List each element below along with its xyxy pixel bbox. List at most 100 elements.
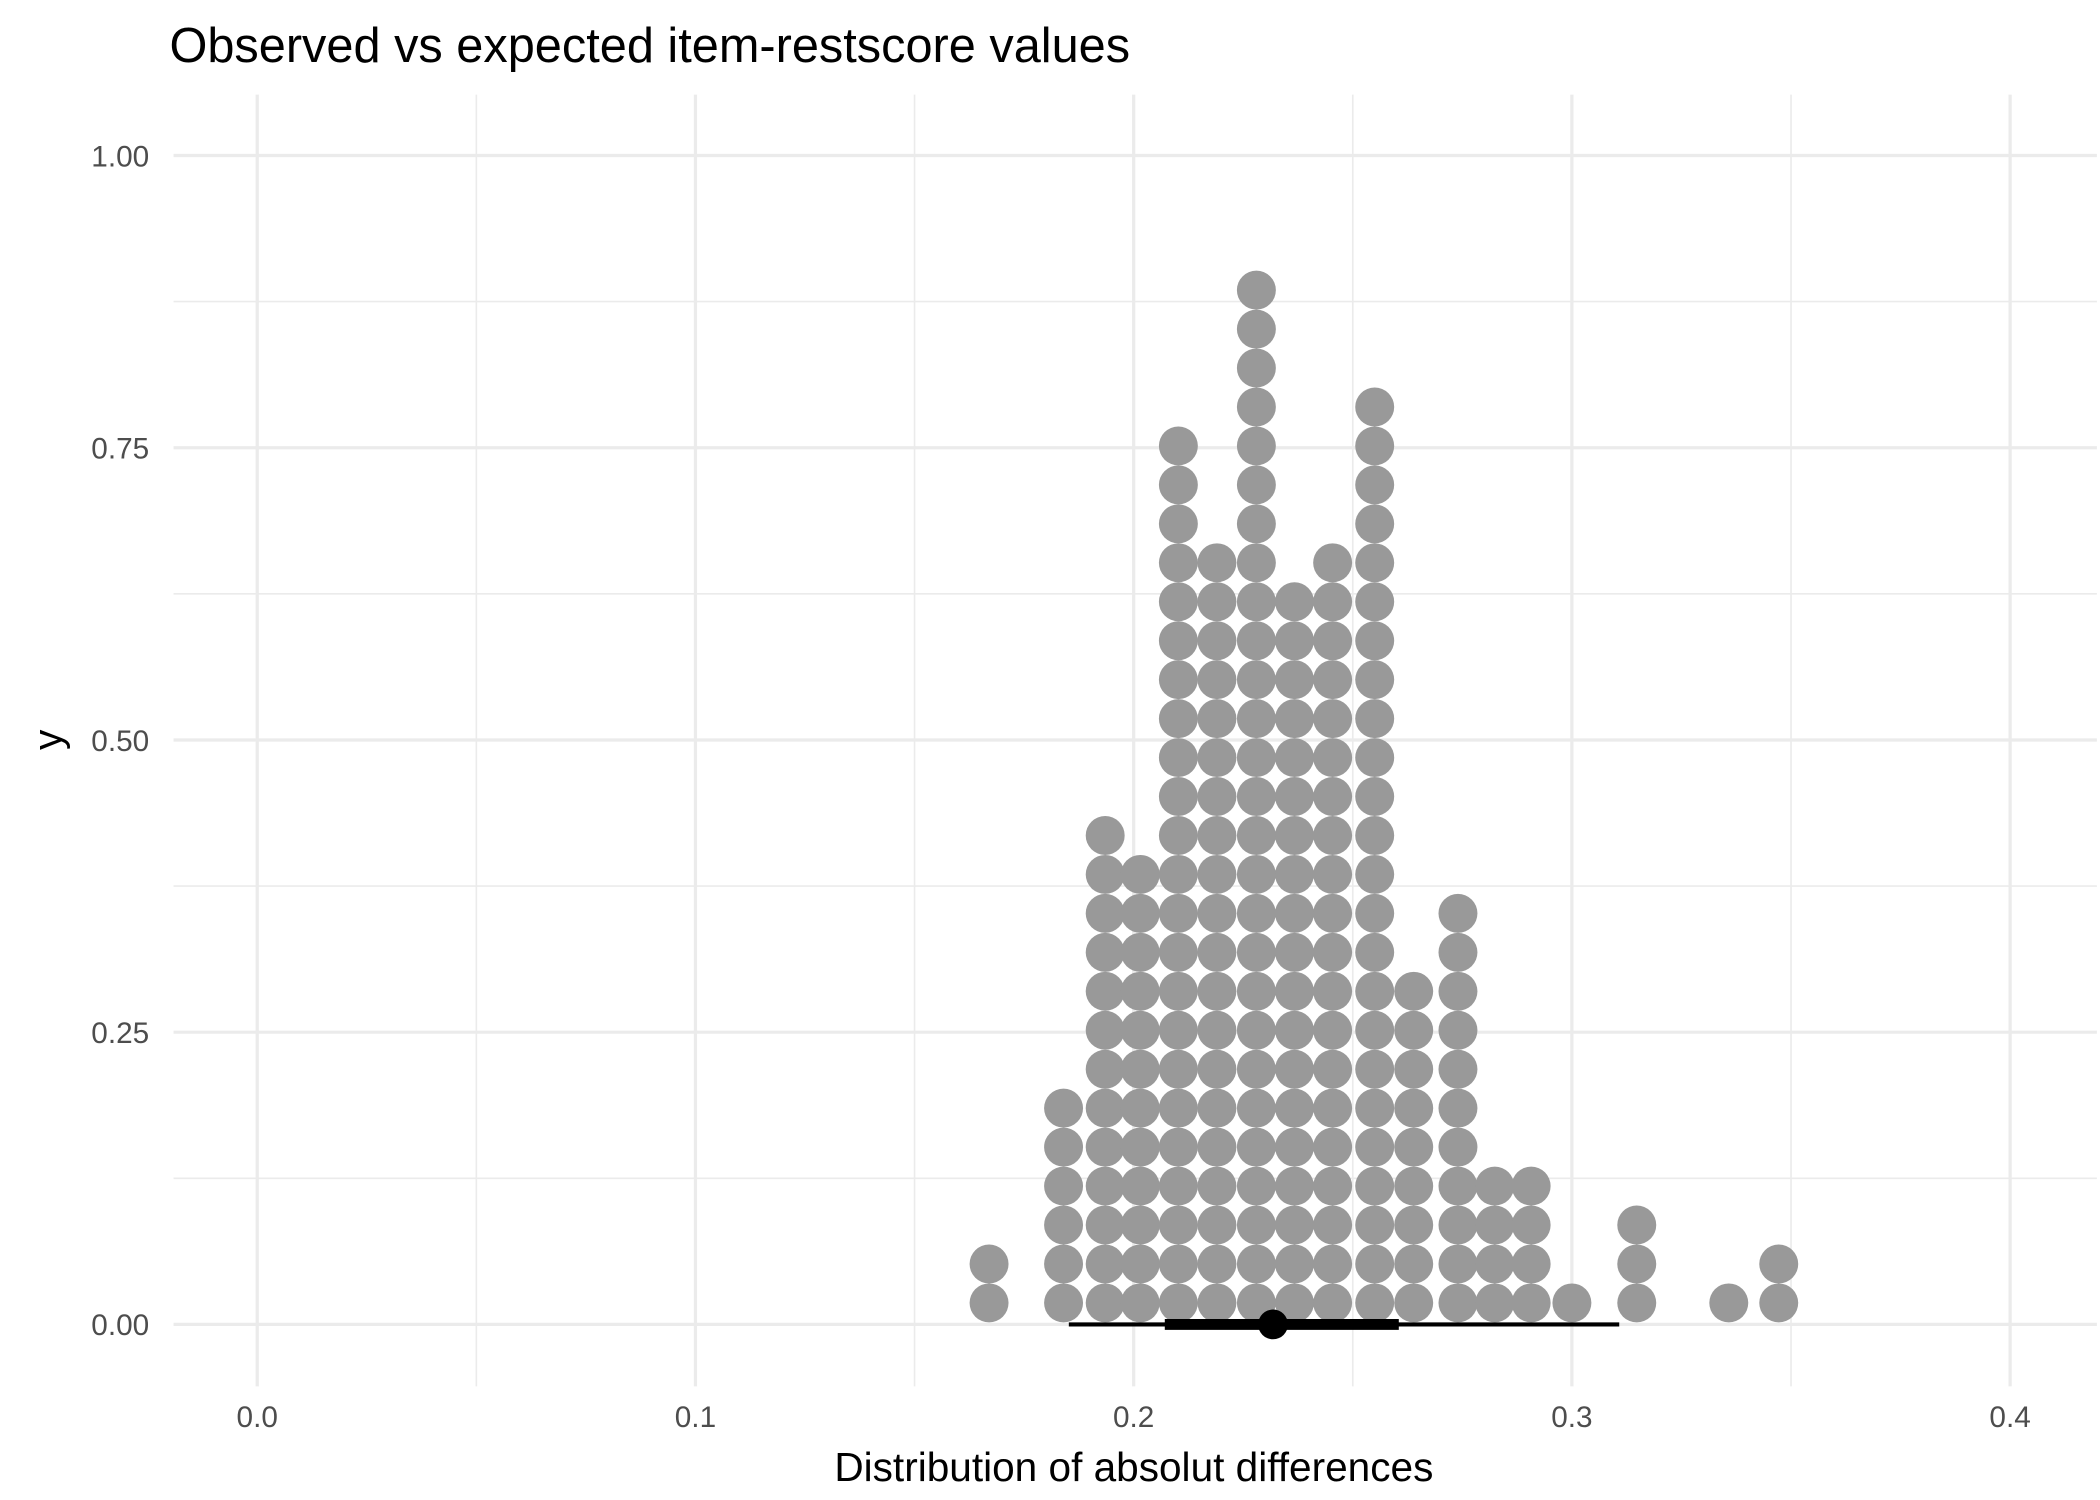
dot [1120, 932, 1160, 972]
dot [1759, 1283, 1799, 1323]
dot [1438, 1049, 1478, 1089]
dot [1475, 1205, 1515, 1245]
dot [1438, 1283, 1478, 1323]
dot [1355, 1127, 1395, 1167]
dot [1313, 543, 1353, 583]
dot [1158, 738, 1198, 778]
dot [1236, 893, 1276, 933]
dot [1275, 660, 1314, 700]
dot [1275, 1244, 1314, 1284]
dot [1394, 1283, 1434, 1323]
dot [1158, 1205, 1198, 1245]
x-tick-label: 0.4 [1989, 1401, 2030, 1434]
interval-point [1258, 1309, 1288, 1340]
dot [1236, 465, 1276, 505]
dot [1313, 699, 1353, 739]
dot [1158, 777, 1198, 816]
dot [1085, 1166, 1125, 1206]
dot [1394, 1166, 1434, 1206]
dot [1438, 1205, 1478, 1245]
dot [1275, 777, 1314, 816]
dot [1438, 1166, 1478, 1206]
dot [1355, 504, 1395, 544]
dot [1394, 1244, 1434, 1284]
dot [1197, 854, 1237, 894]
x-axis-title: Distribution of absolut differences [834, 1444, 1433, 1490]
dot [1275, 1010, 1314, 1050]
dot [1085, 1010, 1125, 1050]
dot [1313, 932, 1353, 972]
dot [1085, 893, 1125, 933]
dot [1085, 1049, 1125, 1089]
dot [1355, 543, 1395, 583]
dot [1044, 1205, 1084, 1245]
dot [1197, 1010, 1237, 1050]
dot [1313, 815, 1353, 855]
dot [1085, 1127, 1125, 1167]
dot [1120, 971, 1160, 1011]
dot [1355, 1205, 1395, 1245]
dot [1120, 1088, 1160, 1128]
dot [1275, 582, 1314, 622]
dot [1158, 893, 1198, 933]
dot [1355, 1244, 1395, 1284]
dot [1759, 1244, 1799, 1284]
dot [1355, 582, 1395, 622]
dot [1355, 465, 1395, 505]
dot [1158, 1283, 1198, 1323]
dot [1120, 1049, 1160, 1089]
dot [1085, 1244, 1125, 1284]
y-tick-label: 0.75 [91, 433, 149, 466]
dot [1044, 1244, 1084, 1284]
dot [1275, 893, 1314, 933]
dot [1158, 1010, 1198, 1050]
dot [1158, 426, 1198, 466]
dot [1085, 1088, 1125, 1128]
dot [1236, 1205, 1276, 1245]
dot [1475, 1166, 1515, 1206]
dot [1313, 1283, 1353, 1323]
dot [1355, 660, 1395, 700]
dot [1275, 971, 1314, 1011]
dot [1044, 1127, 1084, 1167]
dot [1197, 738, 1237, 778]
dot [1355, 1010, 1395, 1050]
dot [1511, 1283, 1551, 1323]
dot [1236, 1088, 1276, 1128]
dot [1236, 1049, 1276, 1089]
chart-title: Observed vs expected item-restscore valu… [169, 19, 1130, 73]
dot [1120, 893, 1160, 933]
dot [1158, 1127, 1198, 1167]
dot [1158, 932, 1198, 972]
dot [1197, 1166, 1237, 1206]
dot [1158, 971, 1198, 1011]
dot [1617, 1244, 1657, 1284]
dot [1355, 1088, 1395, 1128]
dot [1236, 426, 1276, 466]
dot [1120, 1127, 1160, 1167]
dot [1313, 971, 1353, 1011]
dot [1438, 1127, 1478, 1167]
dot [1355, 932, 1395, 972]
dot [1313, 582, 1353, 622]
dot [1044, 1088, 1084, 1128]
dot [1355, 738, 1395, 778]
dot [1355, 1283, 1395, 1323]
dot [1236, 1010, 1276, 1050]
dot [1120, 1010, 1160, 1050]
dot [1236, 971, 1276, 1011]
dot [1197, 1205, 1237, 1245]
dot [1197, 621, 1237, 661]
dot [1394, 1010, 1434, 1050]
dot [1120, 854, 1160, 894]
dot [1355, 426, 1395, 466]
dot [1085, 815, 1125, 855]
dot [1355, 387, 1395, 427]
dot [1438, 932, 1478, 972]
dot [1438, 893, 1478, 933]
dot [1355, 815, 1395, 855]
dot [1197, 1127, 1237, 1167]
dot [1236, 270, 1276, 310]
dot [1275, 1205, 1314, 1245]
